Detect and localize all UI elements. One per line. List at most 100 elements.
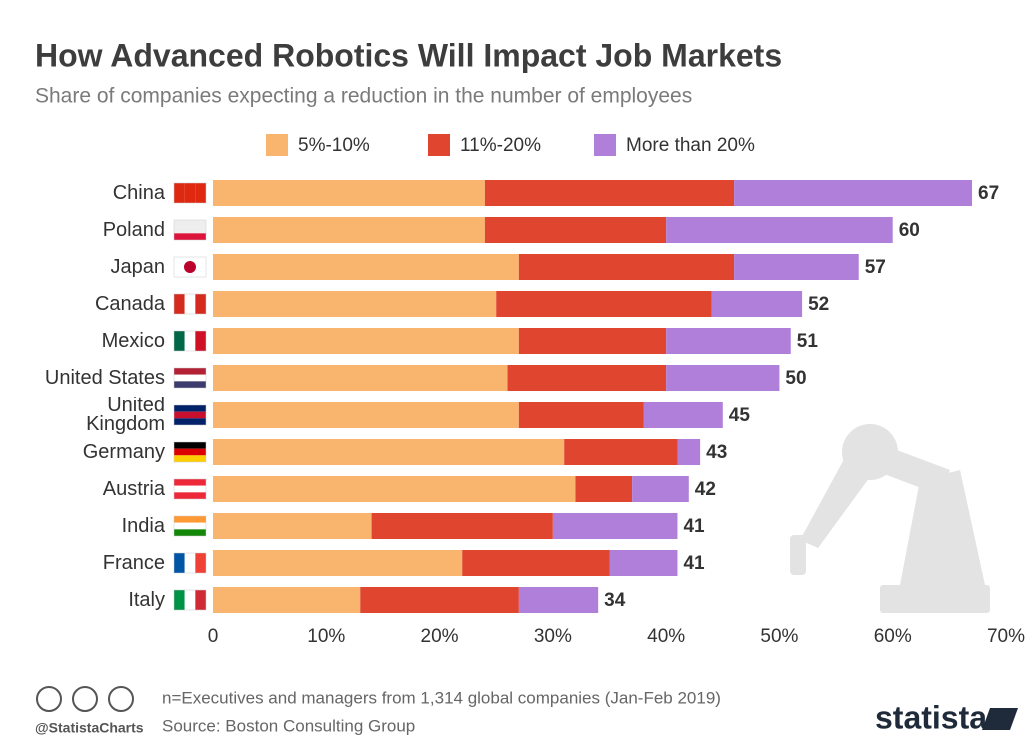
flag-stripe <box>174 226 206 234</box>
y-tick-label: France <box>15 545 165 582</box>
brand-logo: statista <box>875 699 987 735</box>
flag-stripe <box>184 590 196 610</box>
flag-stripe <box>174 294 185 314</box>
bar-segment <box>734 180 973 206</box>
flag <box>173 441 207 463</box>
flag-border <box>173 256 207 278</box>
flag-stripe <box>195 183 206 203</box>
bar-segment <box>213 550 463 576</box>
brand-icon <box>982 708 1018 730</box>
value-label: 41 <box>683 516 705 537</box>
legend-label: 11%-20% <box>460 135 541 156</box>
legend-label: 5%-10% <box>298 135 370 156</box>
y-tick-label: United Kingdom <box>15 397 165 434</box>
y-label-box: United States <box>44 366 165 389</box>
y-label-box: Italy <box>128 588 165 611</box>
y-label-box: China <box>15 175 165 212</box>
y-tick-text: Japan <box>110 255 166 278</box>
flag-stripe <box>174 381 206 388</box>
y-tick-text: Poland <box>102 218 165 241</box>
flag <box>173 404 207 426</box>
chart-subtitle: Share of companies expecting a reduction… <box>35 85 692 108</box>
bar-segment <box>213 254 519 280</box>
flag <box>173 182 207 204</box>
legend-label: More than 20% <box>626 135 755 156</box>
flag-stripe <box>195 590 206 610</box>
flag-border <box>173 293 207 315</box>
flag-border <box>173 219 207 241</box>
x-tick-label: 70% <box>987 626 1025 647</box>
value-label: 45 <box>729 405 751 426</box>
flag-stripe <box>174 522 206 530</box>
legend-swatch <box>428 134 450 156</box>
y-label-box: Canada <box>15 286 165 323</box>
value-label: 41 <box>683 553 705 574</box>
y-tick-text: Italy <box>128 588 165 611</box>
flag-stripe <box>174 485 206 493</box>
y-label-box: France <box>15 545 165 582</box>
flag-stripe <box>174 442 206 449</box>
flag-stripe <box>195 331 206 351</box>
value-label: 57 <box>865 257 886 278</box>
flag-stripe <box>174 405 206 412</box>
bar-segment <box>213 365 508 391</box>
x-tick-label: 50% <box>760 626 798 647</box>
bar-segment <box>564 439 678 465</box>
y-label-box: India <box>121 514 165 537</box>
bar-segment <box>518 254 735 280</box>
bar-segment <box>484 180 735 206</box>
y-tick-text: Germany <box>82 440 165 463</box>
value-label: 51 <box>797 331 819 352</box>
bar-segment <box>518 328 667 354</box>
flag-border <box>173 182 207 204</box>
flag-stripe <box>174 492 206 499</box>
flag-stripe <box>174 590 185 610</box>
flag <box>173 293 207 315</box>
flag-stripe <box>174 331 185 351</box>
x-tick-label: 40% <box>647 626 685 647</box>
y-tick-label: Japan <box>15 249 166 286</box>
flag-stripe <box>184 183 196 203</box>
flag <box>173 515 207 537</box>
flag <box>173 552 207 574</box>
bar-segment <box>496 291 712 317</box>
flag <box>173 256 207 278</box>
bar-segment <box>360 587 519 613</box>
value-label: 42 <box>695 479 716 500</box>
bar-segment <box>213 180 485 206</box>
bar-segment <box>711 291 803 317</box>
flag-border <box>173 441 207 463</box>
flag-stripe <box>174 220 206 227</box>
flag-stripe <box>174 553 185 573</box>
y-tick-label: Canada <box>15 286 165 323</box>
bar-segment <box>213 587 361 613</box>
bar-segment <box>213 439 565 465</box>
flag-stripe <box>174 368 206 375</box>
y-label-box: Poland <box>102 218 165 241</box>
y-tick-text: France <box>102 551 165 574</box>
flag-border <box>173 478 207 500</box>
y-label-box: United Kingdom <box>15 397 165 434</box>
value-label: 60 <box>899 220 920 241</box>
y-label-box: Germany <box>82 440 165 463</box>
flag-stripe <box>174 516 206 523</box>
flag <box>173 589 207 611</box>
flag-stripe <box>195 553 206 573</box>
flag-border <box>173 552 207 574</box>
y-tick-label: China <box>15 175 165 212</box>
bar-segment <box>462 550 610 576</box>
y-tick-text: United States <box>44 366 165 389</box>
chart-title: How Advanced Robotics Will Impact Job Ma… <box>35 37 782 73</box>
flag-border <box>173 515 207 537</box>
flag-stripe <box>174 418 206 425</box>
legend-swatch <box>594 134 616 156</box>
bar-segment <box>518 402 644 428</box>
x-tick-label: 10% <box>307 626 345 647</box>
flag-stripe <box>174 183 185 203</box>
y-tick-text: India <box>121 514 165 537</box>
flag-border <box>173 367 207 389</box>
bar-segment <box>666 365 780 391</box>
flag-stripe <box>174 448 206 456</box>
